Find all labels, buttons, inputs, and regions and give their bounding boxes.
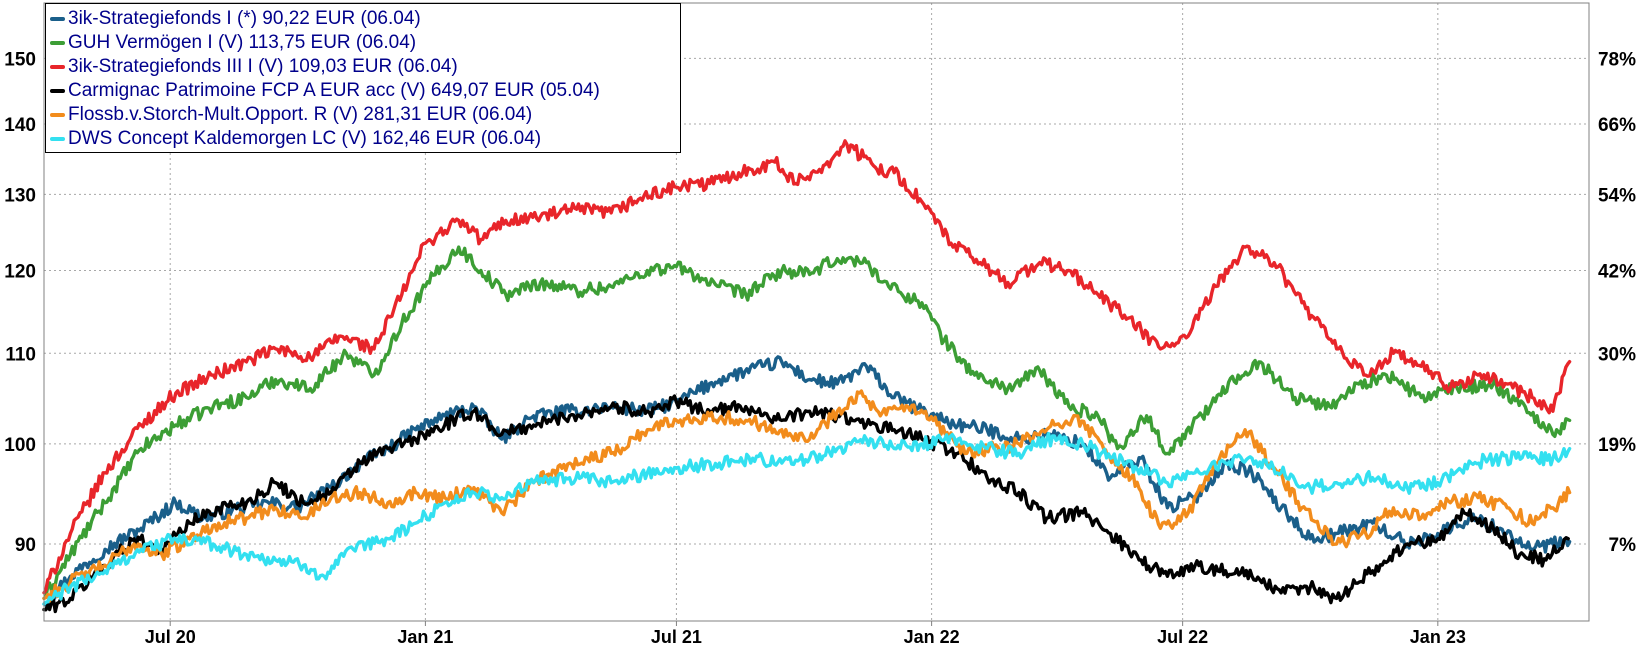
legend-item: DWS Concept Kaldemorgen LC (V) 162,46 EU… (50, 127, 680, 151)
x-tick-label: Jan 23 (1410, 627, 1466, 647)
y-axis-left: 90 100 110 120 130 140 150 (4, 49, 36, 556)
y-right-tick-label: 42% (1598, 262, 1636, 283)
legend: 3ik-Strategiefonds I (*) 90,22 EUR (06.0… (45, 3, 681, 153)
legend-item: Flossb.v.Storch-Mult.Opport. R (V) 281,3… (50, 103, 680, 127)
legend-swatch (50, 89, 65, 93)
y-tick-label: 110 (5, 344, 36, 365)
series-line-5 (42, 389, 1572, 603)
x-axis: Jul 20 Jan 21 Jul 21 Jan 22 Jul 22 Jan 23 (145, 621, 1466, 647)
legend-swatch (50, 65, 65, 69)
legend-label: DWS Concept Kaldemorgen LC (V) 162,46 EU… (68, 128, 542, 149)
y-tick-label: 120 (4, 262, 36, 283)
legend-swatch (50, 113, 65, 117)
legend-label: 3ik-Strategiefonds I (*) 90,22 EUR (06.0… (68, 8, 421, 29)
series-line-6 (42, 431, 1572, 606)
y-axis-right: 7% 19% 30% 42% 54% 66% 78% (1598, 49, 1636, 556)
legend-item: Carmignac Patrimoine FCP A EUR acc (V) 6… (50, 79, 680, 103)
legend-swatch (50, 17, 65, 21)
legend-label: Carmignac Patrimoine FCP A EUR acc (V) 6… (68, 80, 600, 101)
legend-label: 3ik-Strategiefonds III I (V) 109,03 EUR … (68, 56, 458, 77)
x-tick-label: Jul 20 (145, 627, 196, 647)
y-tick-label: 100 (4, 435, 36, 456)
series-line-3 (42, 139, 1572, 595)
y-tick-label: 150 (4, 49, 36, 70)
y-tick-label: 130 (4, 185, 36, 206)
legend-swatch (50, 41, 65, 45)
series-lines (42, 139, 1572, 614)
legend-label: Flossb.v.Storch-Mult.Opport. R (V) 281,3… (68, 104, 533, 125)
legend-label: GUH Vermögen I (V) 113,75 EUR (06.04) (68, 32, 417, 53)
legend-item: 3ik-Strategiefonds I (*) 90,22 EUR (06.0… (50, 7, 680, 31)
y-tick-label: 90 (15, 535, 36, 556)
legend-item: 3ik-Strategiefonds III I (V) 109,03 EUR … (50, 55, 680, 79)
y-right-tick-label: 7% (1609, 535, 1637, 556)
x-tick-label: Jul 21 (651, 627, 702, 647)
y-right-tick-label: 66% (1598, 115, 1636, 136)
y-right-tick-label: 78% (1598, 49, 1636, 70)
y-right-tick-label: 19% (1598, 435, 1636, 456)
y-right-tick-label: 30% (1598, 344, 1636, 365)
series-line-4 (42, 394, 1570, 614)
plot-frame (43, 2, 1590, 622)
y-tick-label: 140 (4, 115, 36, 136)
legend-swatch (50, 137, 65, 141)
series-line-1 (42, 355, 1572, 608)
x-tick-label: Jan 22 (904, 627, 960, 647)
y-right-tick-label: 54% (1598, 185, 1636, 206)
legend-item: GUH Vermögen I (V) 113,75 EUR (06.04) (50, 31, 680, 55)
x-tick-label: Jul 22 (1157, 627, 1208, 647)
x-tick-label: Jan 21 (397, 627, 453, 647)
series-line-2 (42, 245, 1572, 601)
